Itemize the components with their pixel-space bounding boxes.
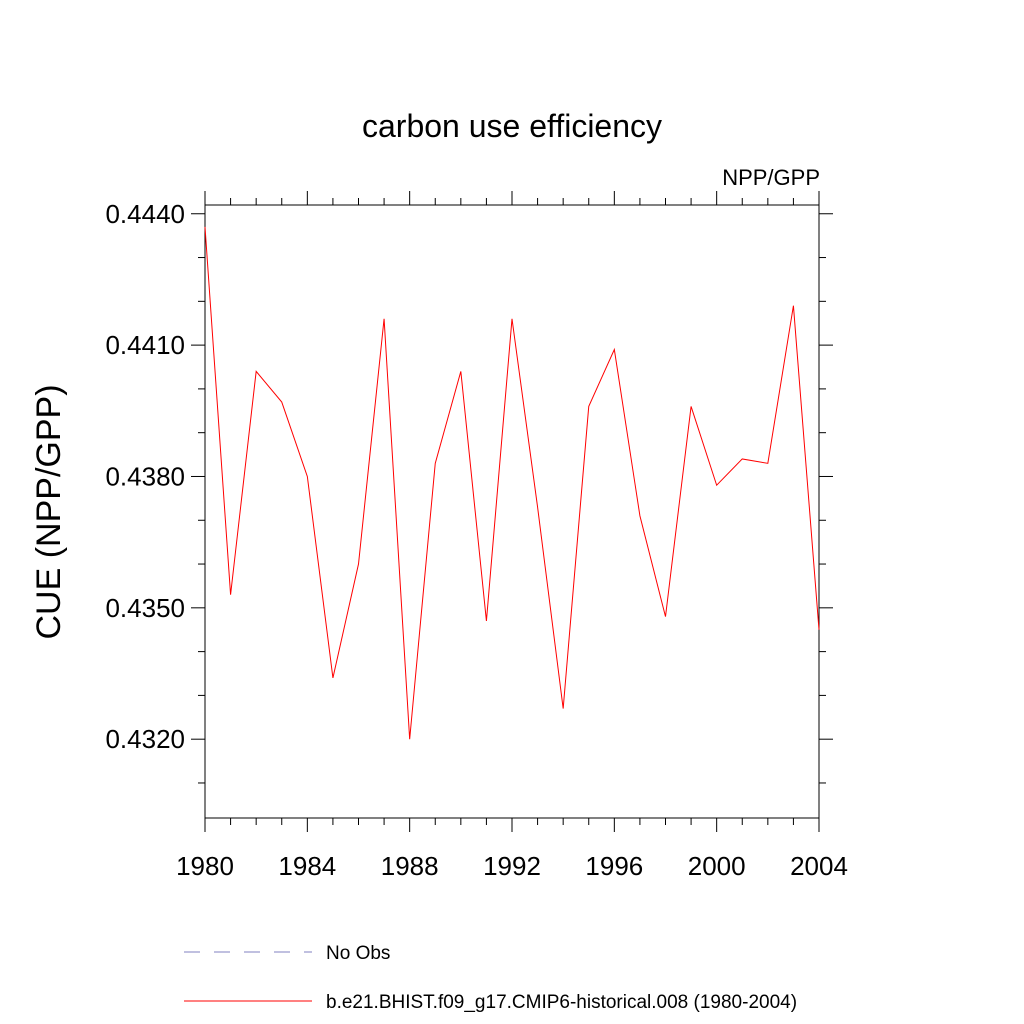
y-tick-label: 0.4410 [105, 330, 185, 360]
x-tick-label: 1980 [176, 851, 234, 881]
x-tick-label: 2004 [790, 851, 848, 881]
chart-subtitle-right: NPP/GPP [722, 165, 820, 190]
series-layer [204, 226, 820, 740]
y-tick-label: 0.4380 [105, 461, 185, 491]
y-tick-label: 0.4440 [105, 199, 185, 229]
y-tick-label: 0.4350 [105, 593, 185, 623]
axis-ticks [191, 191, 833, 832]
series-line-0 [204, 226, 820, 740]
x-tick-label: 1996 [585, 851, 643, 881]
legend-label-1: b.e21.BHIST.f09_g17.CMIP6-historical.008… [326, 992, 797, 1013]
x-tick-label: 2000 [688, 851, 746, 881]
chart-title: carbon use efficiency [362, 108, 662, 144]
x-tick-label: 1988 [381, 851, 439, 881]
legend: No Obs b.e21.BHIST.f09_g17.CMIP6-historic… [184, 943, 797, 1013]
x-tick-label: 1984 [278, 851, 336, 881]
y-tick-label: 0.4320 [105, 724, 185, 754]
axis-tick-labels: 0.4320 0.4350 0.4380 0.4410 0.4440 1980 1984 19… [105, 199, 847, 881]
plot-frame [204, 204, 820, 819]
legend-label-0: No Obs [326, 943, 390, 964]
y-axis-label: CUE (NPP/GPP) [30, 384, 68, 639]
x-tick-label: 1992 [483, 851, 541, 881]
